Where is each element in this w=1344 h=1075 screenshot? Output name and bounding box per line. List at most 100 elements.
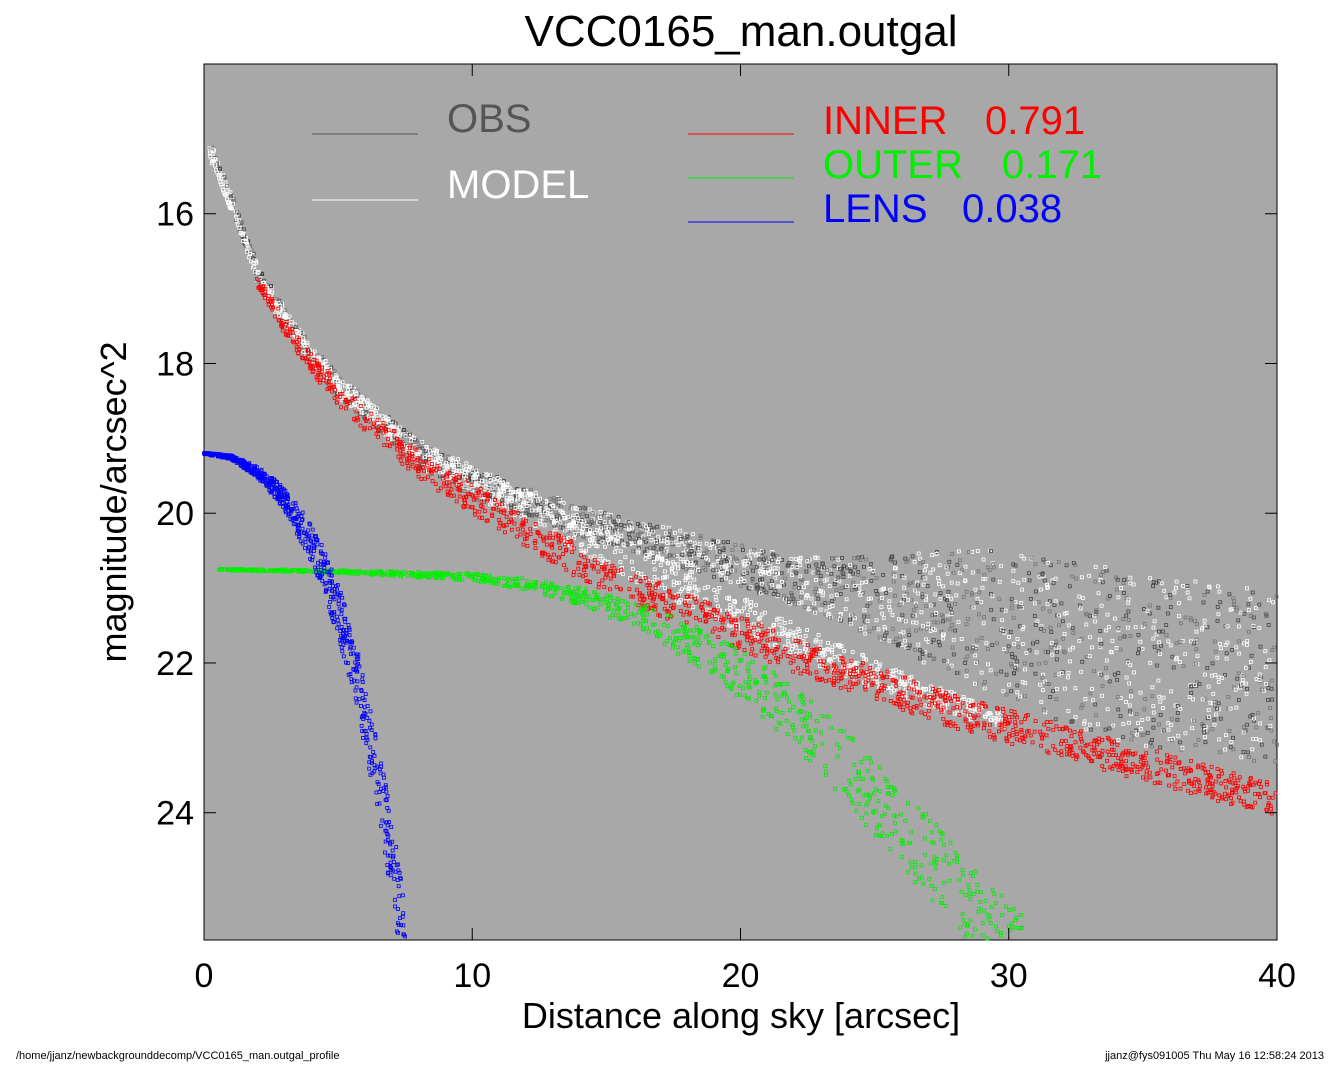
data-point [1016,696,1020,701]
data-point [464,461,469,466]
data-point [515,496,520,501]
data-point [923,687,928,692]
data-point [736,580,740,584]
data-point [434,448,439,453]
data-point [820,653,825,658]
data-point [221,190,226,195]
data-point [1023,717,1027,721]
data-point [681,612,686,617]
data-point [818,644,823,649]
data-point [1062,650,1067,655]
data-point [829,556,834,561]
data-point [836,671,841,676]
data-point [256,278,261,283]
data-point [1126,625,1130,630]
data-point [732,612,736,617]
data-point [932,620,936,625]
data-point [682,600,687,605]
data-point [872,626,877,631]
data-point [1194,684,1198,688]
data-point [1202,623,1207,628]
data-point [504,496,509,501]
data-point [258,275,263,280]
data-point [483,484,488,489]
data-point [407,432,412,437]
data-point [992,737,997,742]
data-point [578,519,583,523]
data-point [879,587,884,592]
data-point [935,550,939,554]
data-point [651,560,656,564]
data-point [1240,673,1245,678]
data-point [798,640,803,645]
data-point [832,655,837,659]
data-point [754,603,758,608]
data-point [776,660,781,665]
data-point [871,569,876,573]
data-point [235,209,240,214]
data-point [791,659,796,663]
data-point [848,617,852,622]
data-point [1006,644,1011,649]
data-point [424,444,429,449]
data-point [970,649,974,654]
data-point [1132,670,1136,675]
data-point [301,339,305,344]
data-point [931,626,935,631]
data-point [550,503,555,508]
data-point [1268,724,1273,728]
data-point [716,604,720,609]
data-point [444,461,448,465]
data-point [1129,737,1134,742]
data-point [1254,606,1258,610]
data-point [397,425,402,430]
data-point [1146,765,1150,770]
data-point [1193,743,1198,747]
data-point [555,497,560,502]
data-point [636,533,640,537]
data-point [701,565,706,570]
data-point [566,536,571,540]
data-point [931,657,936,661]
data-point [1229,607,1234,611]
data-point [1045,682,1049,686]
data-point [1019,720,1024,725]
data-point [698,618,703,623]
data-point [1126,660,1130,665]
data-point [892,574,897,579]
data-point [1237,651,1241,656]
data-point [1195,679,1199,684]
data-point [796,586,801,590]
data-point [710,542,714,546]
data-point [1193,683,1197,688]
data-point [861,653,866,658]
data-point [576,516,580,521]
data-point [365,398,370,403]
data-point [842,666,847,670]
data-point [924,564,929,568]
data-point [345,383,350,388]
data-point [291,334,296,339]
data-point [521,487,526,492]
data-point [1061,649,1066,654]
data-point [1092,752,1097,756]
data-point [1093,565,1098,569]
data-point [997,579,1002,584]
data-point [754,564,759,569]
data-point [744,597,749,602]
data-point [907,633,912,637]
data-point [631,594,636,599]
data-point [618,549,623,554]
data-point [473,496,478,501]
data-point [560,511,565,515]
data-point [545,513,550,518]
data-point [867,629,872,634]
data-point [802,585,806,590]
data-point [1206,708,1211,712]
data-point [426,453,431,458]
data-point [611,571,616,576]
data-point [858,558,863,562]
data-point [735,608,740,613]
data-point [1151,580,1156,584]
data-point [1128,634,1133,638]
